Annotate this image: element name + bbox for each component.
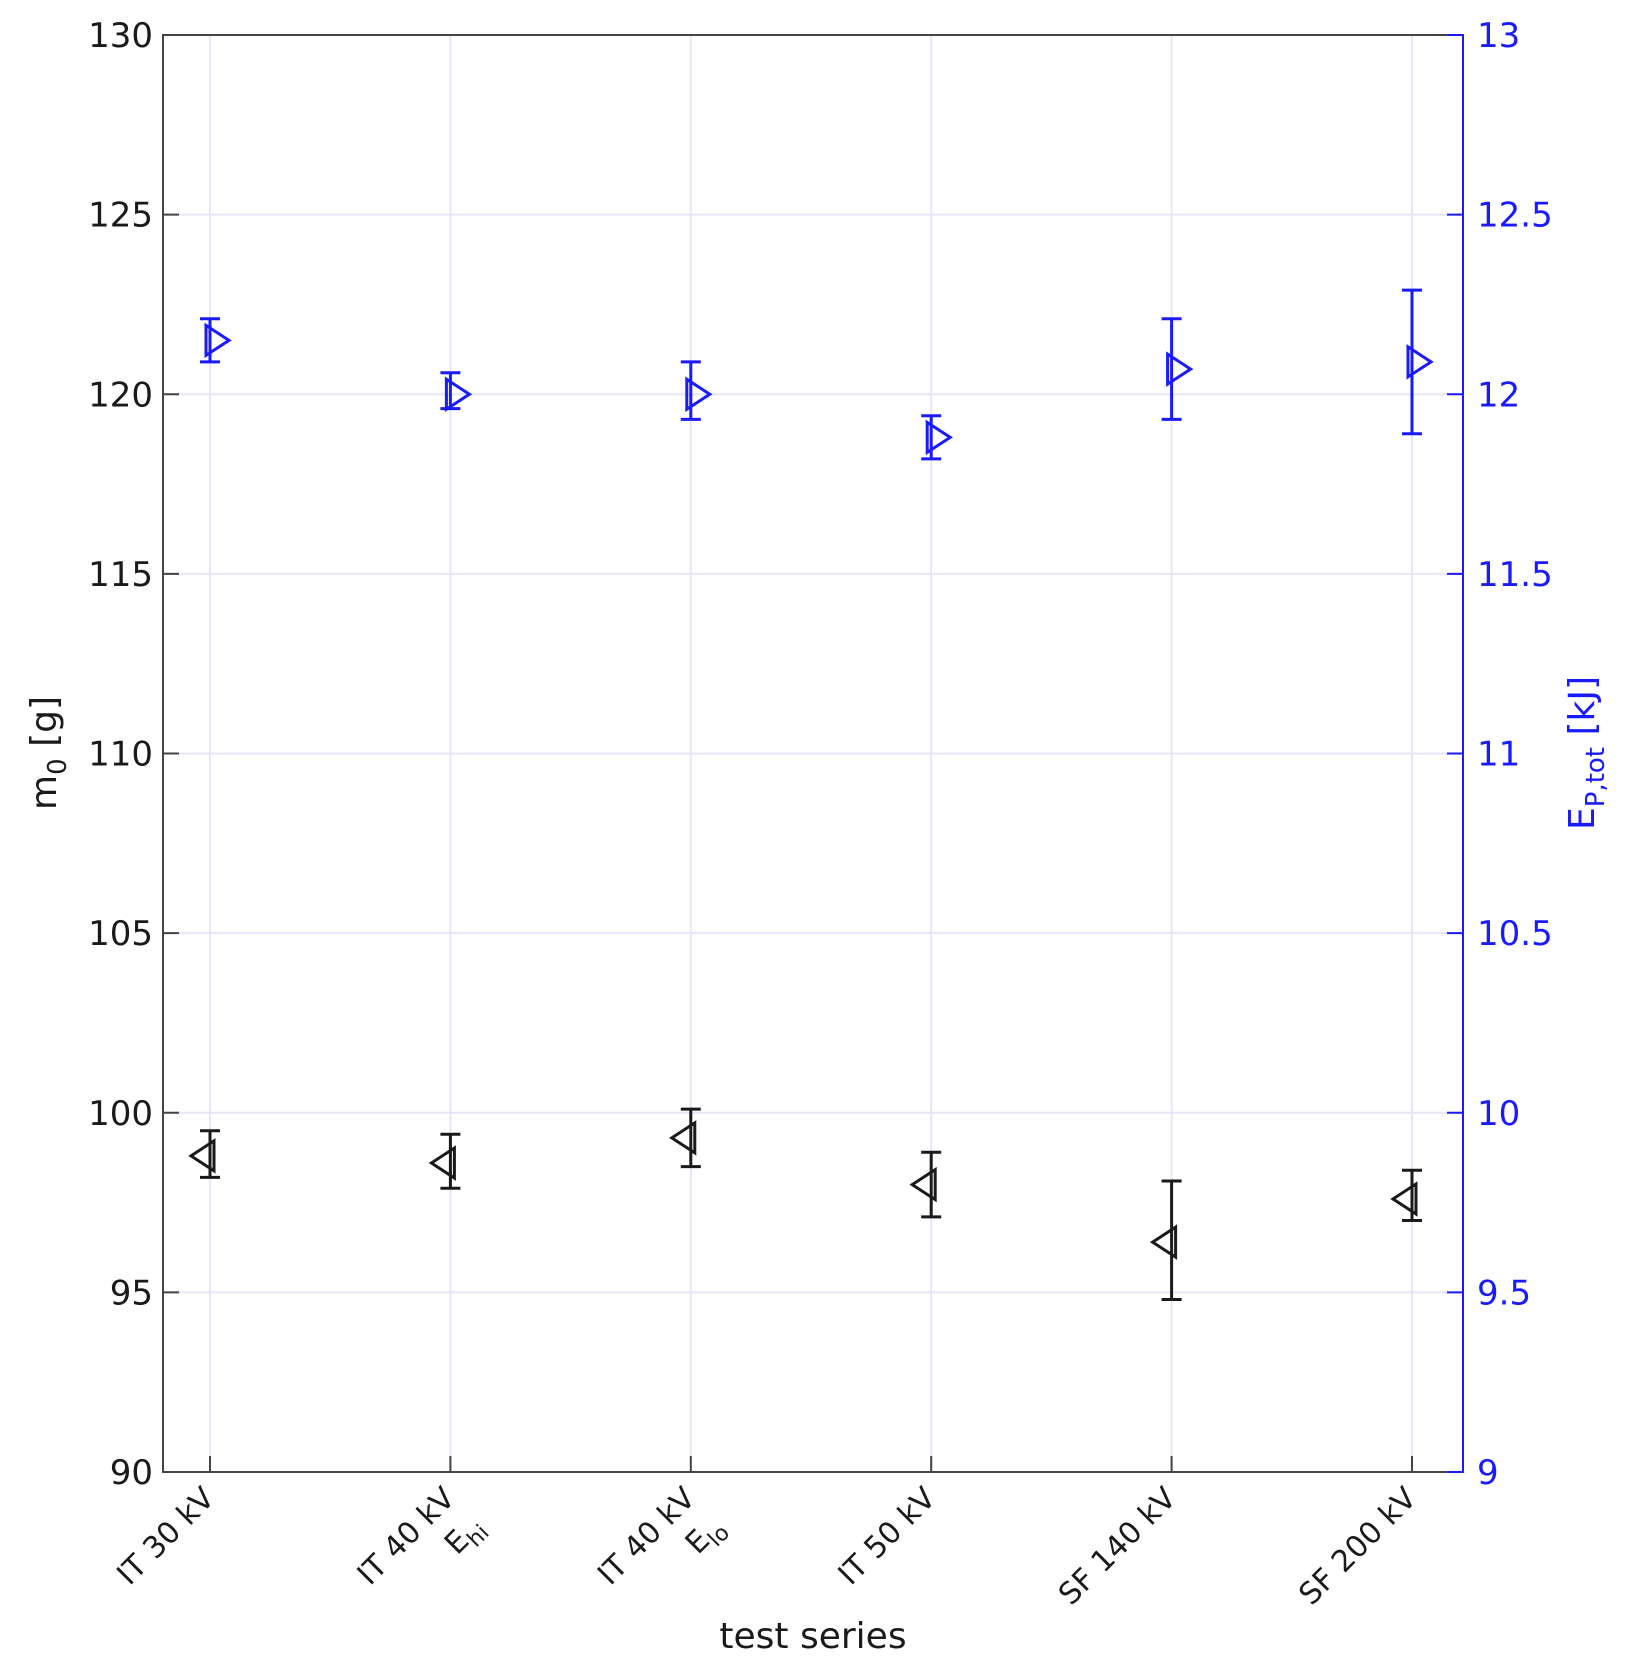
- right-tick-label: 9: [1477, 1453, 1499, 1493]
- right-tick-label: 11.5: [1477, 555, 1553, 595]
- data-point-marker: [204, 322, 232, 359]
- right-tick-label: 10: [1477, 1094, 1520, 1134]
- left-tick-label: 125: [88, 196, 153, 236]
- left-tick-label: 90: [110, 1453, 153, 1493]
- x-axis-title: test series: [719, 1616, 906, 1657]
- left-tick-label: 105: [88, 914, 153, 954]
- data-point-marker: [669, 1120, 697, 1156]
- grid-lines: [163, 35, 1463, 1472]
- right-tick-label: 12.5: [1477, 196, 1553, 236]
- data-point-marker: [188, 1138, 216, 1174]
- left-axis-title: m0 [g]: [24, 696, 73, 810]
- right-axis-title: EP,tot [kJ]: [1562, 676, 1611, 830]
- data-point-marker: [1406, 344, 1434, 380]
- x-tick-label: IT 30 kV: [110, 1481, 222, 1593]
- data-series: [188, 288, 1434, 1302]
- x-tick-label-group: IT 30 kV: [110, 1481, 222, 1593]
- right-tick-label: 13: [1477, 16, 1520, 56]
- left-axis-title-subscript: 0: [43, 758, 73, 775]
- data-point-marker: [1166, 351, 1194, 387]
- left-tick-label: 120: [88, 375, 153, 415]
- left-tick-label: 115: [88, 555, 153, 595]
- right-tick-label: 12: [1477, 375, 1520, 415]
- data-point-marker: [444, 376, 473, 413]
- data-point-marker: [925, 419, 953, 456]
- data-point-marker: [1149, 1224, 1178, 1260]
- left-tick-label: 95: [110, 1273, 153, 1313]
- left-tick-label: 130: [88, 16, 153, 56]
- x-tick-label-group: IT 50 kV: [832, 1481, 944, 1593]
- left-tick-label: 100: [88, 1094, 153, 1134]
- left-tick-label: 110: [88, 735, 153, 775]
- x-tick-label-group: SF 200 kV: [1292, 1481, 1424, 1613]
- right-tick-label: 10.5: [1477, 914, 1553, 954]
- left-axis-title-base: m: [24, 775, 65, 810]
- axis-ticks: 90 95 100 105 110 115 120 125 130 9 9.5 10 10.5 11 11.…: [88, 16, 1553, 1613]
- data-point-marker: [909, 1166, 937, 1203]
- right-axis-title-subscript: P,tot: [1581, 747, 1611, 807]
- left-axis-title-unit: [g]: [24, 696, 65, 758]
- data-point-marker: [1390, 1181, 1418, 1217]
- right-tick-label: 9.5: [1477, 1273, 1531, 1313]
- right-axis-title-base: E: [1562, 807, 1603, 830]
- x-tick-label: IT 50 kV: [832, 1481, 944, 1593]
- x-tick-label-group: SF 140 kV: [1052, 1481, 1184, 1613]
- x-tick-label: SF 140 kV: [1052, 1481, 1184, 1613]
- right-tick-label: 11: [1477, 735, 1520, 775]
- right-axis-title-unit: [kJ]: [1562, 676, 1603, 747]
- x-tick-label: SF 200 kV: [1292, 1481, 1424, 1613]
- data-point-marker: [685, 376, 713, 413]
- data-point-marker: [428, 1145, 456, 1181]
